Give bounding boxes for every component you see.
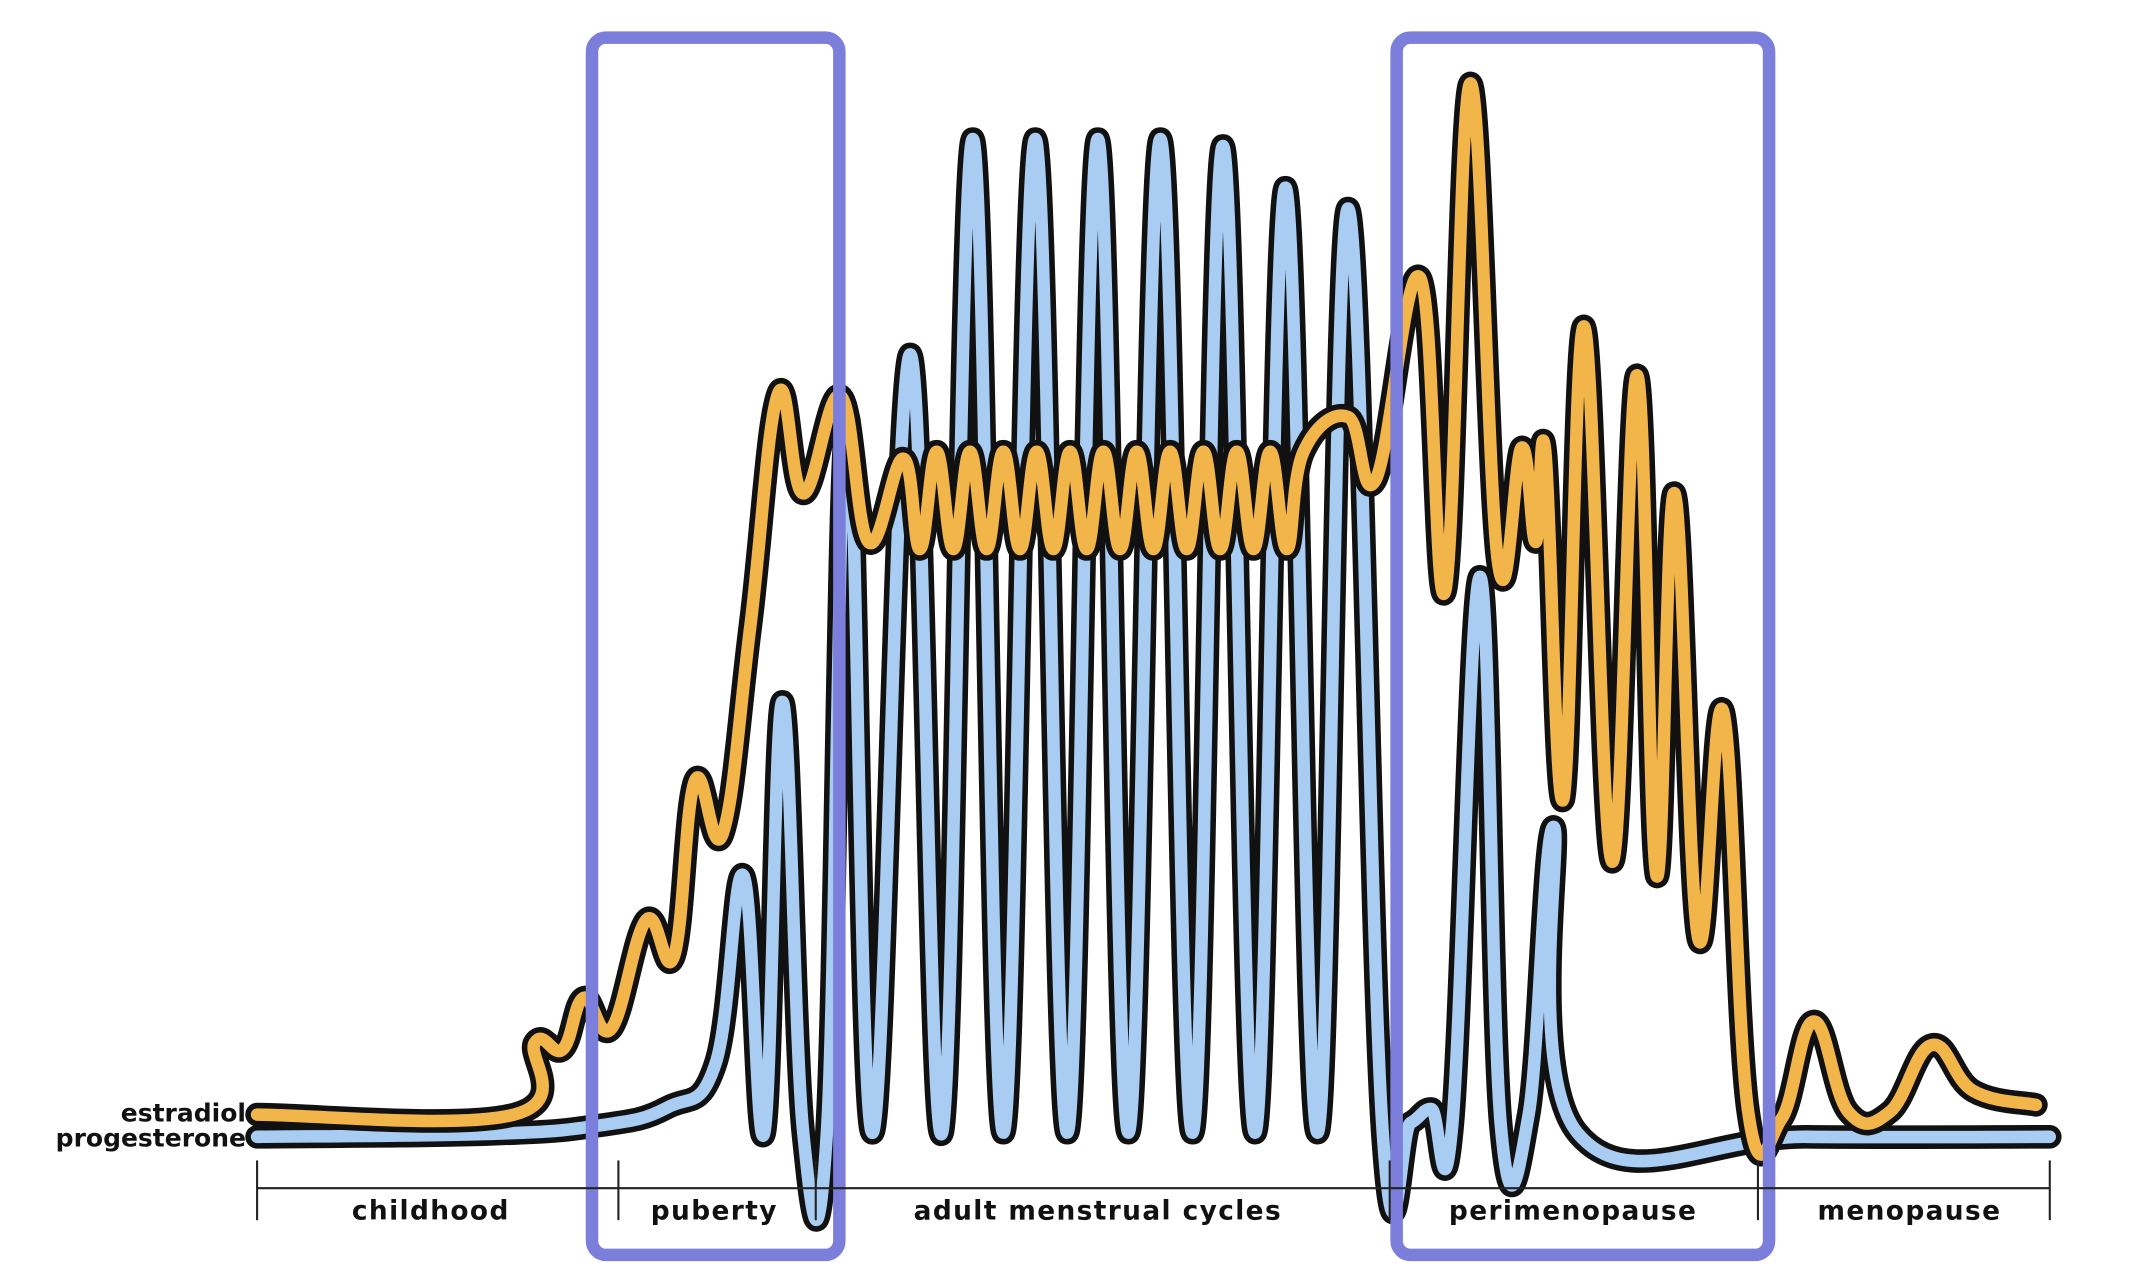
phase-label: childhood [352, 1195, 510, 1226]
legend-estradiol: estradiol [121, 1099, 246, 1128]
estradiol-curve [250, 77, 2043, 1161]
phase-label: perimenopause [1449, 1195, 1697, 1226]
legend-progesterone: progesterone [56, 1124, 246, 1153]
puberty-highlight [585, 31, 846, 1262]
phase-label: adult menstrual cycles [914, 1195, 1282, 1226]
curves [245, 71, 2062, 1232]
phase-label: menopause [1817, 1195, 2001, 1226]
progesterone-curve [250, 132, 2057, 1226]
timeline-axis [256, 1160, 2051, 1221]
phase-label: puberty [651, 1195, 778, 1226]
perimenopause-highlight [1390, 31, 1776, 1262]
